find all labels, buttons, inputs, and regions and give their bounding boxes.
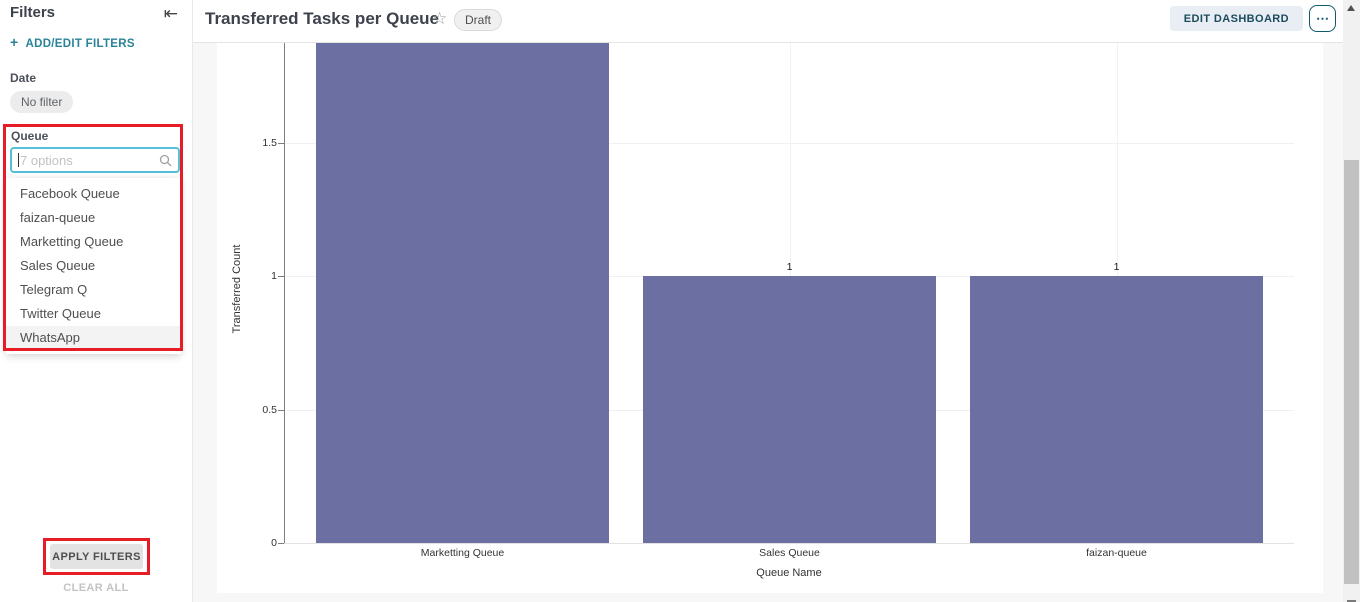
filters-sidebar: Filters ⇤ + ADD/EDIT FILTERS Date No filt… [0,0,193,602]
scrollbar-thumb[interactable] [1344,160,1359,584]
x-category-label: Sales Queue [759,547,820,559]
bar-value-label: 1 [1113,261,1120,273]
queue-filter-label: Queue [11,129,49,143]
filters-title: Filters [10,4,56,21]
collapse-sidebar-icon[interactable]: ⇤ [163,4,178,23]
y-tick-label: 1 [271,270,277,282]
y-tick-label: 0.5 [262,403,277,416]
bar[interactable] [643,276,936,543]
vertical-scrollbar[interactable] [1343,0,1360,602]
dashboard-header: Transferred Tasks per Queue ☆ Draft EDIT… [193,0,1343,43]
y-tick-mark [278,276,284,277]
y-axis-line [284,43,285,543]
search-icon [159,154,172,166]
queue-options-dropdown: Facebook Queue faizan-queue Marketting Que… [6,178,181,354]
chart-card: Transferred Count Queue Name 00.511.52Ma… [217,43,1323,593]
x-category-label: Marketting Queue [420,547,505,559]
queue-option[interactable]: Facebook Queue [20,186,120,201]
y-axis-title: Transferred Count [231,244,243,334]
queue-option[interactable]: WhatsApp [6,326,181,350]
queue-option[interactable]: Telegram Q [20,282,88,297]
bar[interactable] [316,43,609,543]
queue-search-input[interactable]: 7 options [10,147,180,173]
apply-filters-button[interactable]: APPLY FILTERS [50,544,143,569]
text-cursor [18,153,19,167]
y-tick-mark [278,409,284,411]
queue-option[interactable]: Marketting Queue [20,234,124,249]
x-axis-title: Queue Name [756,567,822,579]
scroll-up-arrow-icon[interactable] [1347,5,1355,11]
draft-badge: Draft [454,9,503,31]
x-axis-baseline [284,543,1294,544]
y-tick-label: 1.5 [262,136,277,149]
scroll-down-arrow-icon[interactable] [1347,600,1356,602]
more-options-button[interactable]: ⋯ [1309,5,1336,32]
bar-value-label: 1 [786,261,793,273]
queue-option[interactable]: faizan-queue [20,210,96,225]
add-edit-filters-label: ADD/EDIT FILTERS [25,38,135,50]
date-filter-chip[interactable]: No filter [10,91,74,113]
plus-icon: + [10,34,19,50]
y-tick-mark [278,543,284,544]
y-tick-label: 0 [271,537,277,549]
date-filter-label: Date [10,71,37,85]
add-edit-filters-button[interactable]: + ADD/EDIT FILTERS [10,34,135,50]
bar[interactable] [970,276,1263,543]
chart-plot: Transferred Count Queue Name 00.511.52Ma… [217,43,1323,593]
page-title: Transferred Tasks per Queue [205,9,440,28]
dashboard-content: Transferred Count Queue Name 00.511.52Ma… [193,43,1343,602]
filters-header: Filters ⇤ [10,4,182,26]
queue-option[interactable]: Twitter Queue [20,306,101,321]
x-category-label: faizan-queue [1086,547,1147,559]
edit-dashboard-button[interactable]: EDIT DASHBOARD [1169,6,1303,31]
queue-input-placeholder: 7 options [20,152,73,168]
favorite-star-icon[interactable]: ☆ [432,9,448,28]
queue-option[interactable]: Sales Queue [20,258,96,273]
y-tick-mark [278,142,284,144]
clear-all-button[interactable]: CLEAR ALL [63,582,129,594]
